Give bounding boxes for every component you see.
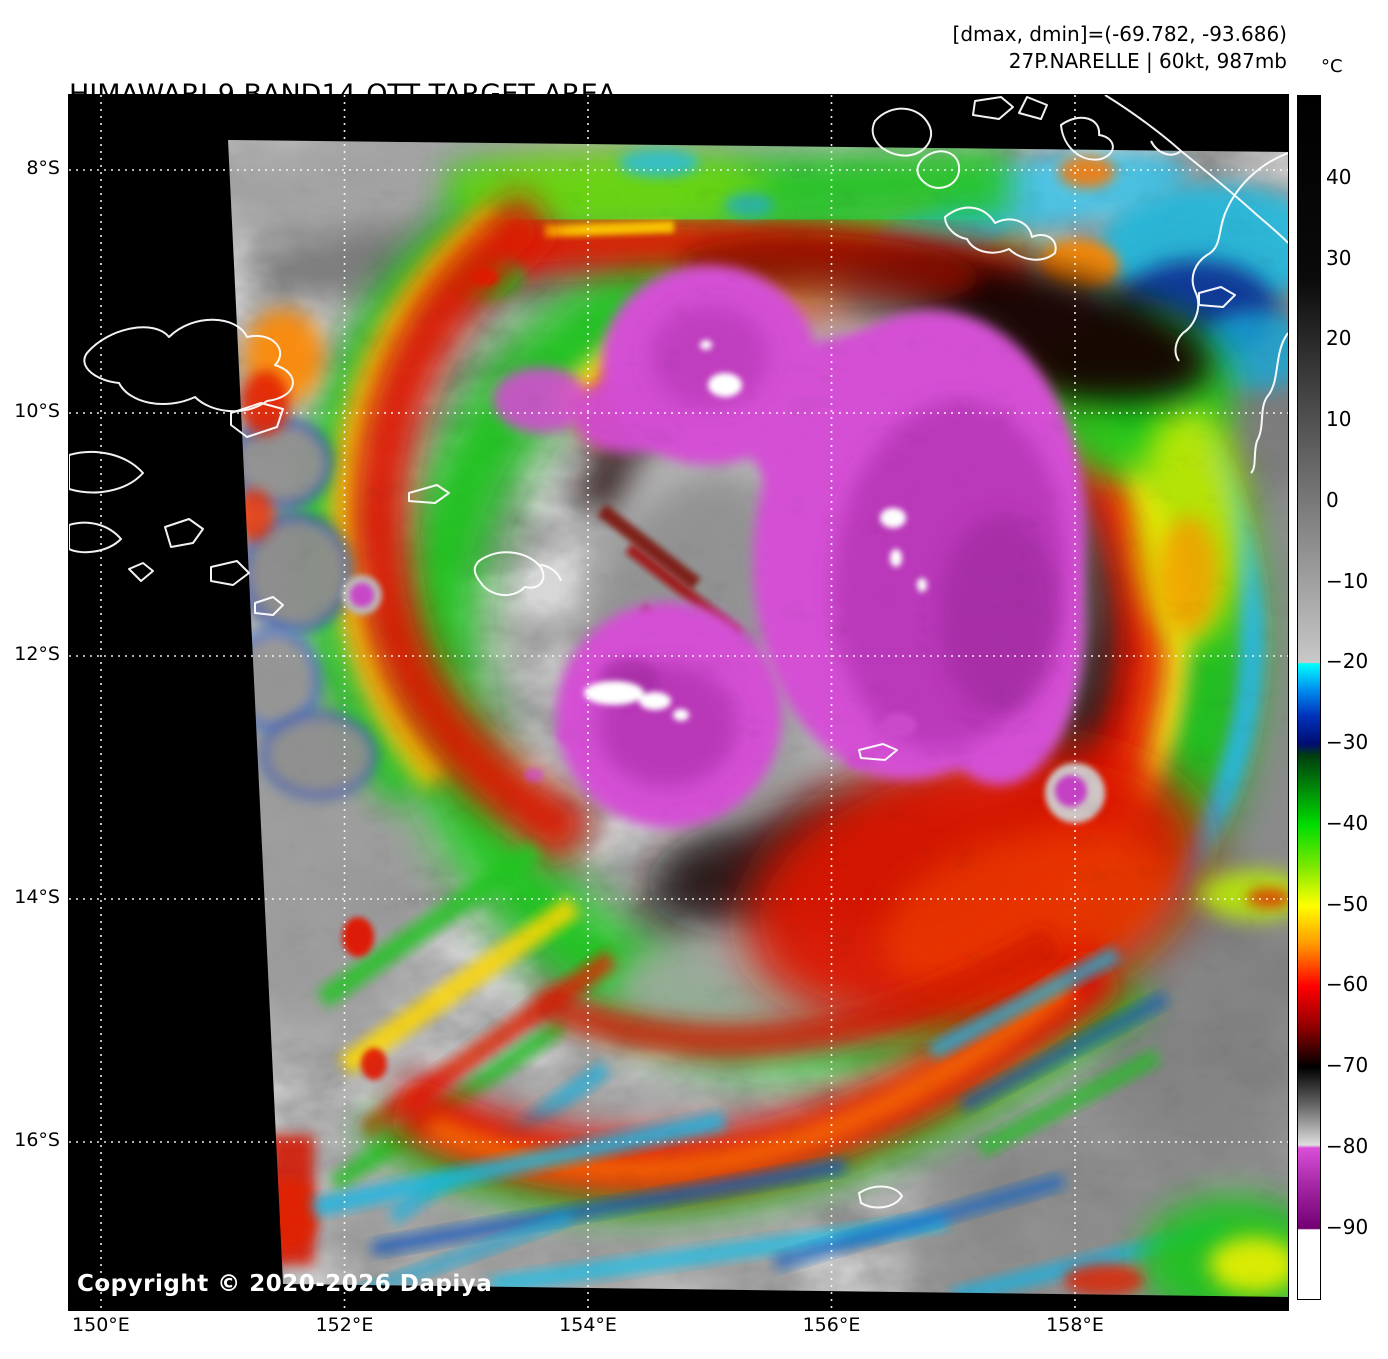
lat-tick-2: 12°S	[14, 642, 60, 665]
satellite-image	[69, 95, 1288, 1310]
colorbar-tick-5: −10	[1326, 568, 1369, 593]
lon-tick-4: 158°E	[1046, 1314, 1104, 1336]
gridlines	[69, 95, 1288, 1310]
colorbar-tick-4: 0	[1326, 487, 1339, 512]
colorbar-tick-3: 10	[1326, 407, 1352, 432]
storm-imagery	[228, 140, 1288, 1297]
colorbar-tick-0: 40	[1326, 165, 1352, 189]
lon-tick-2: 154°E	[559, 1314, 617, 1336]
colorbar-unit-label: °C	[1321, 56, 1343, 77]
page-title: HIMAWARI-9 BAND14-OTT TARGET AREA	[69, 78, 616, 112]
lon-tick-0: 150°E	[72, 1314, 130, 1336]
colorbar-tick-7: −30	[1326, 730, 1369, 755]
coastlines	[69, 95, 1288, 1209]
lon-tick-1: 152°E	[315, 1314, 374, 1336]
colorbar-tick-8: −40	[1326, 810, 1369, 835]
storm-info-label: 27P.NARELLE | 60kt, 987mb	[1008, 49, 1287, 73]
colorbar-tick-12: −80	[1326, 1133, 1369, 1158]
lat-tick-0: 8°S	[26, 156, 60, 179]
lon-tick-3: 156°E	[802, 1314, 861, 1336]
colorbar-tick-6: −20	[1326, 649, 1369, 674]
lat-tick-3: 14°S	[14, 885, 60, 908]
colorbar-tick-13: −90	[1326, 1214, 1369, 1239]
colorbar-tick-10: −60	[1326, 972, 1369, 997]
colorbar-tick-11: −70	[1326, 1053, 1369, 1078]
dmax-dmin-label: [dmax, dmin]=(-69.782, -93.686)	[952, 22, 1287, 46]
lat-tick-1: 10°S	[14, 399, 60, 422]
annotation-block: [dmax, dmin]=(-69.782, -93.686) 27P.NARE…	[953, 21, 1287, 75]
lat-tick-4: 16°S	[14, 1128, 60, 1151]
colorbar	[1297, 95, 1321, 1300]
copyright-label: Copyright © 2020-2026 Dapiya	[77, 1271, 493, 1297]
colorbar-tick-9: −50	[1326, 891, 1369, 916]
satellite-map: Copyright © 2020-2026 Dapiya	[68, 94, 1289, 1311]
colorbar-tick-1: 30	[1326, 245, 1352, 270]
colorbar-tick-2: 20	[1326, 326, 1352, 351]
